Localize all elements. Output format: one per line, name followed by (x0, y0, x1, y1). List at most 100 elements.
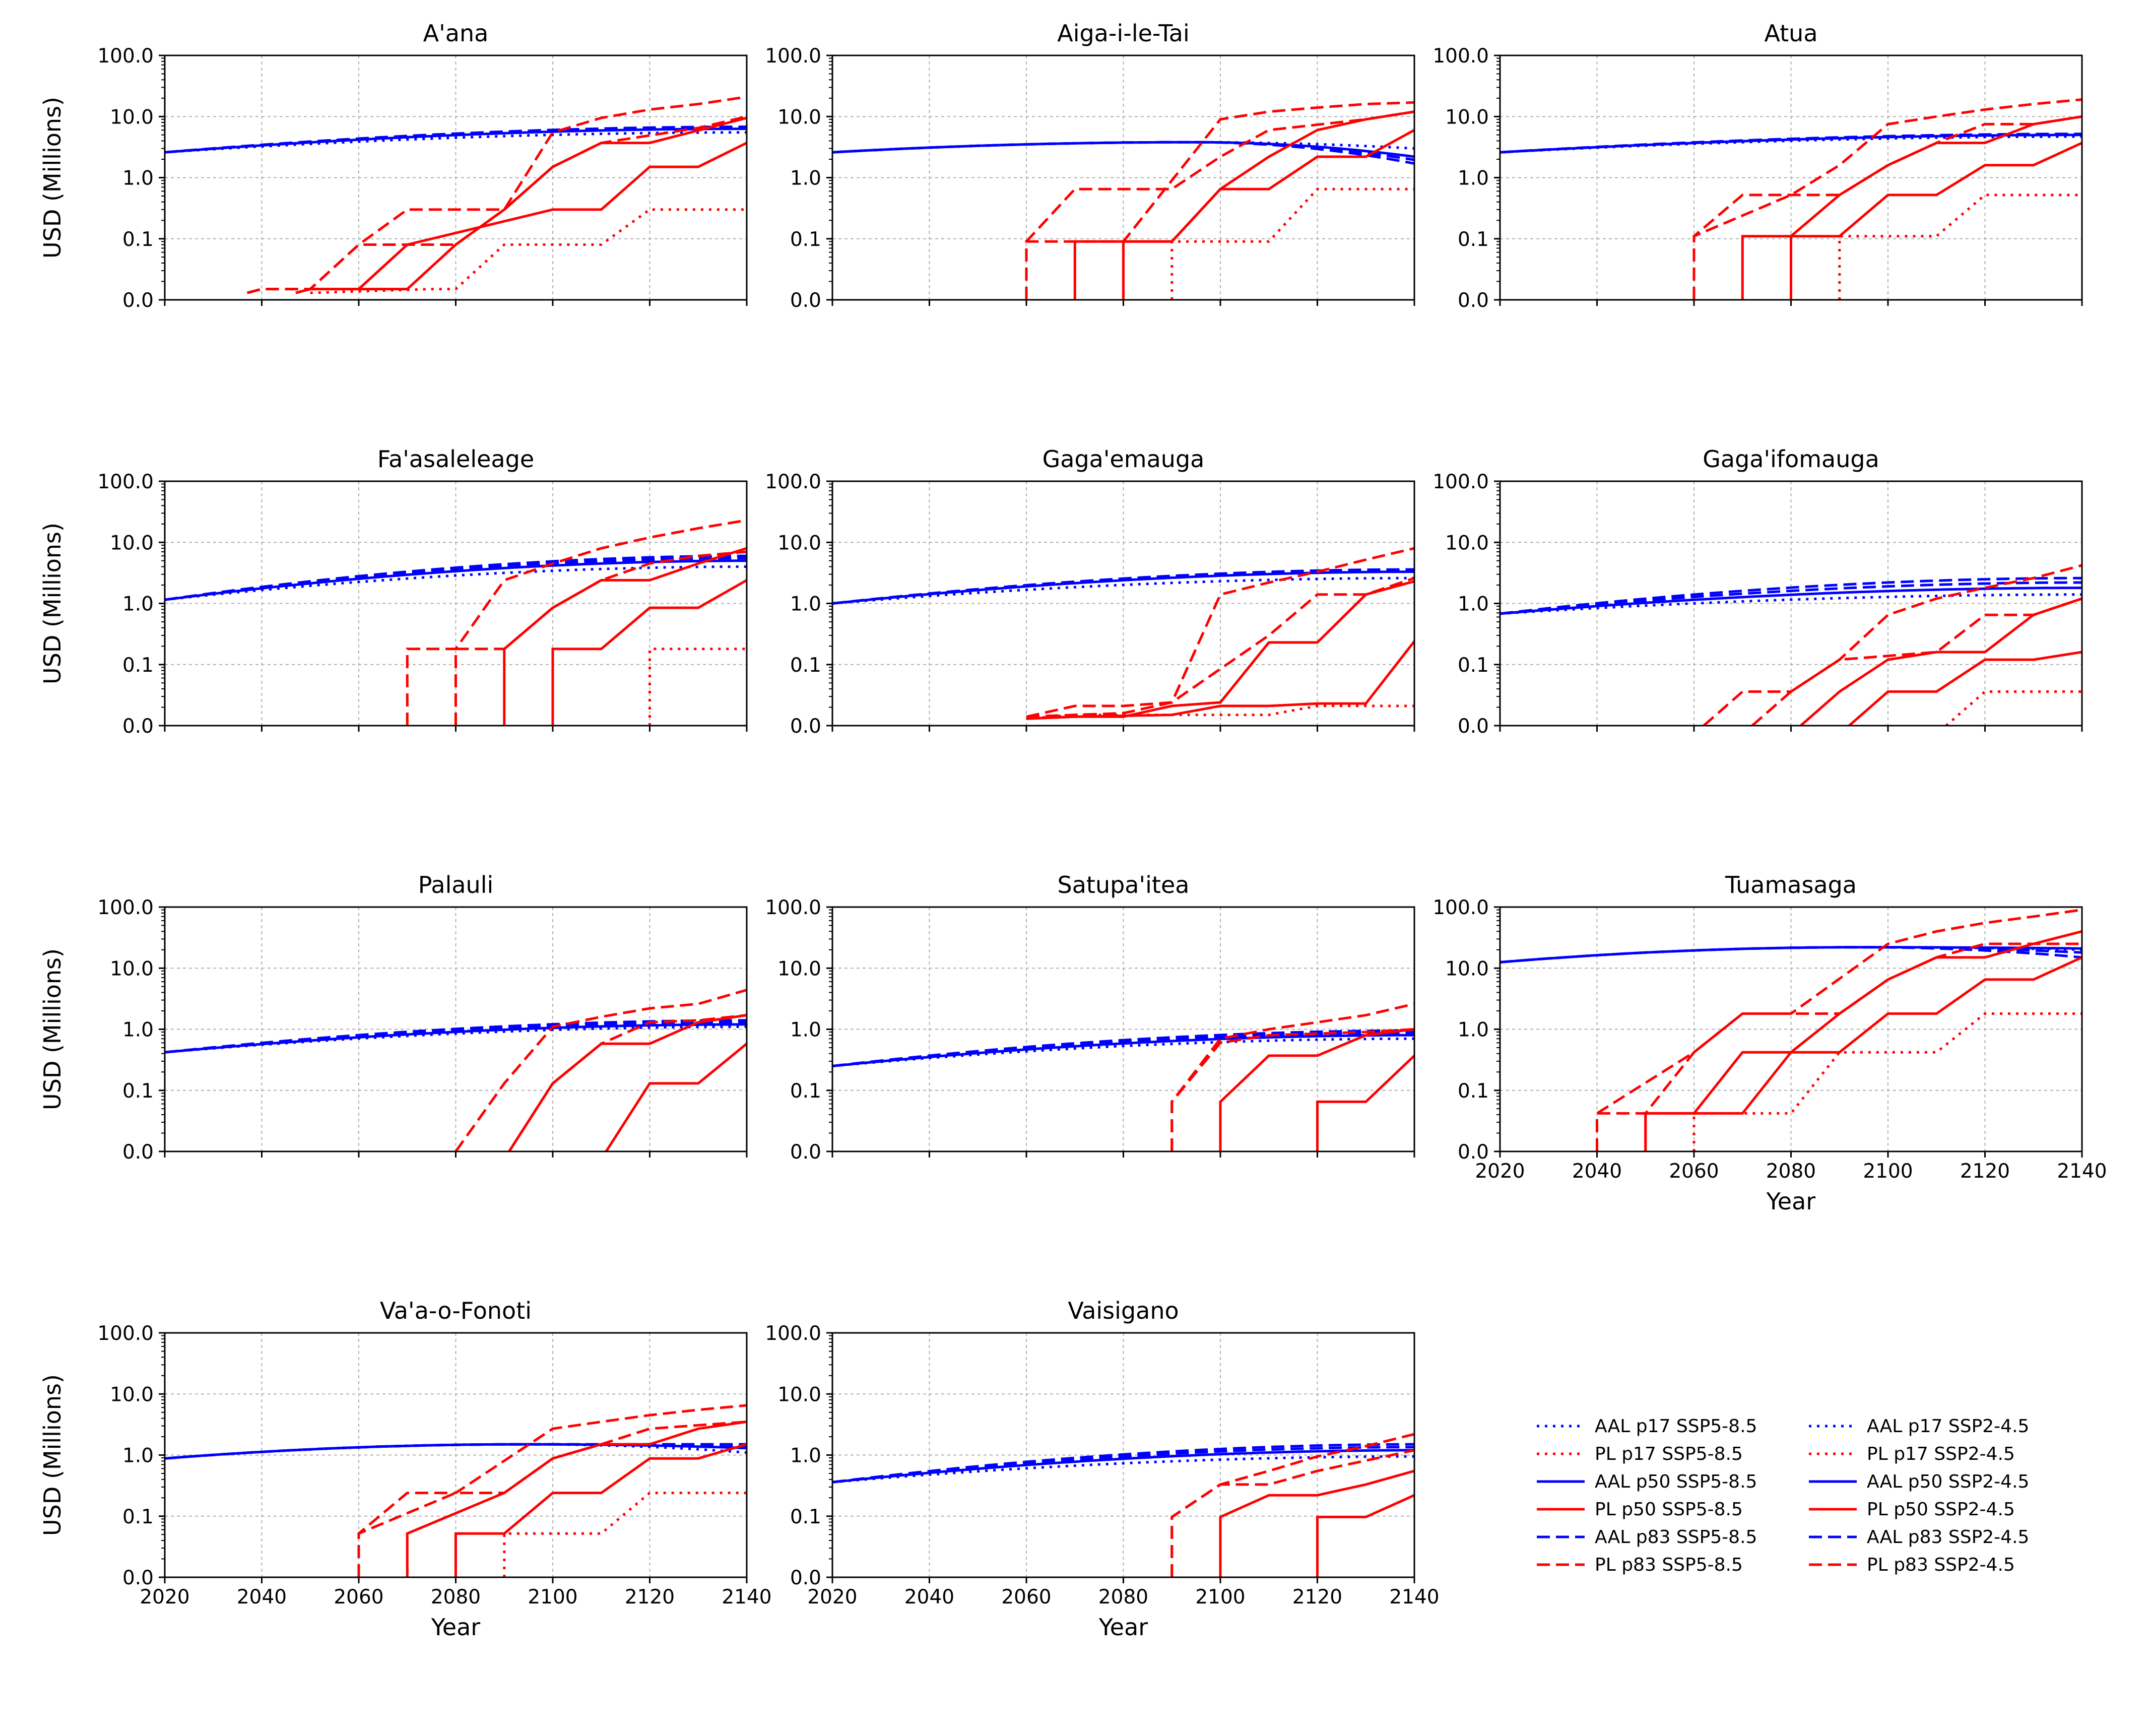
series-lines (832, 1433, 1414, 1577)
y-tick-label: 0.1 (122, 654, 154, 677)
y-tick-label: 10.0 (777, 106, 821, 128)
panels: 0.0 0.1 1.0 10.0 100.0 A'ana USD (Millions) 0.0… (39, 20, 2107, 1641)
pl-p50a-line (605, 1043, 747, 1151)
series-lines (165, 989, 747, 1151)
pl-p17-line (1170, 187, 1414, 300)
y-tick-label: 1.0 (790, 593, 821, 616)
x-tick-label: 2020 (807, 1586, 857, 1609)
y-tick-label: 1.0 (122, 1445, 154, 1467)
pl-p50a-line (454, 1443, 747, 1577)
x-axis-title: Year (1766, 1188, 1815, 1215)
legend-label: PL p17 SSP2-4.5 (1867, 1444, 2015, 1464)
y-axis-title: USD (Millions) (39, 97, 66, 259)
x-axis-title: Year (431, 1614, 480, 1641)
pl-p83a-line (1751, 597, 2082, 726)
panel-title: Gaga'ifomauga (1703, 445, 1879, 473)
pl-p83b-line (357, 1404, 747, 1577)
aal-p50-line (1500, 587, 2082, 615)
x-tick-label: 2060 (1001, 1586, 1051, 1609)
x-tick-label: 2040 (1572, 1160, 1622, 1183)
legend-entry: PL p17 SSP2-4.5 (1809, 1444, 2015, 1464)
pl-p50a-line (1848, 651, 2082, 726)
x-tick-label: 2120 (1960, 1160, 2010, 1183)
series-lines (165, 1404, 747, 1577)
panel-title: Tuamasaga (1725, 871, 1857, 898)
x-tick-label: 2060 (334, 1586, 383, 1609)
y-tick-label: 100.0 (765, 1322, 821, 1345)
pl-p50b-line (1219, 1028, 1414, 1151)
panel-title: Atua (1764, 20, 1817, 47)
panel: 0.0 0.1 1.0 10.0 100.0 A'ana USD (Millions) (39, 20, 748, 312)
y-tick-label: 1.0 (122, 1019, 154, 1042)
panel: 0.0 0.1 1.0 10.0 100.0 Gaga'ifomauga (1432, 445, 2083, 738)
legend-label: PL p83 SSP5-8.5 (1595, 1555, 1743, 1575)
x-tick-label: 2100 (1863, 1160, 1913, 1183)
legend-label: AAL p17 SSP2-4.5 (1867, 1416, 2029, 1437)
pl-p50b-line (1741, 115, 2082, 300)
y-tick-label: 100.0 (97, 1322, 154, 1345)
pl-p83a-line (357, 1421, 747, 1577)
panel: 2020 2040 2060 2080 2100 2120 2140 0.0 0.1 1.0 10.… (765, 1297, 1439, 1641)
x-tick-label: 2080 (1766, 1160, 1816, 1183)
y-tick-label: 0.0 (790, 1567, 821, 1589)
x-tick-label: 2100 (528, 1586, 577, 1609)
y-tick-label: 0.0 (122, 289, 154, 312)
y-tick-label: 100.0 (1432, 471, 1489, 493)
panel: 0.0 0.1 1.0 10.0 100.0 Aiga-i-le-Tai (765, 20, 1415, 312)
y-tick-label: 0.0 (790, 715, 821, 738)
y-tick-label: 10.0 (1445, 957, 1489, 980)
y-tick-label: 0.0 (1458, 289, 1489, 312)
legend-entry: PL p50 SSP2-4.5 (1809, 1499, 2015, 1520)
pl-p83b-line (1170, 1433, 1414, 1577)
y-axis-title: USD (Millions) (39, 523, 66, 684)
pl-p50a-line (551, 579, 747, 726)
panel-title: Fa'asaleleage (377, 445, 534, 473)
y-tick-label: 100.0 (97, 896, 154, 919)
legend-label: AAL p17 SSP5-8.5 (1595, 1416, 1757, 1437)
pl-p50b-line (295, 116, 747, 294)
y-tick-label: 0.1 (790, 1506, 821, 1528)
series-lines (832, 547, 1414, 720)
y-tick-label: 0.1 (122, 228, 154, 251)
panel-title: Va'a-o-Fonoti (380, 1297, 532, 1324)
pl-p50a-line (1790, 142, 2082, 300)
y-tick-label: 1.0 (790, 1019, 821, 1042)
y-tick-label: 0.1 (122, 1506, 154, 1528)
legend-label: PL p50 SSP2-4.5 (1867, 1499, 2015, 1520)
legend-label: PL p83 SSP2-4.5 (1867, 1555, 2015, 1575)
series-lines (1500, 564, 2082, 726)
aal-p83-alt-line (1500, 133, 2082, 154)
y-tick-label: 0.1 (790, 654, 821, 677)
x-axis-title: Year (1098, 1614, 1148, 1641)
panel: 2020 2040 2060 2080 2100 2120 2140 0.0 0.1 1.0 10.… (1432, 871, 2107, 1215)
y-tick-label: 0.0 (1458, 1141, 1489, 1164)
y-tick-label: 0.1 (1458, 654, 1489, 677)
pl-p83a-line (1596, 942, 2082, 1151)
series-lines (832, 101, 1414, 300)
y-tick-label: 0.0 (1458, 715, 1489, 738)
panel: 0.0 0.1 1.0 10.0 100.0 Gaga'emauga (765, 445, 1415, 738)
y-tick-label: 0.1 (122, 1080, 154, 1103)
legend-label: AAL p83 SSP5-8.5 (1595, 1527, 1757, 1548)
pl-p83b-line (1596, 909, 2082, 1151)
panel: 2020 2040 2060 2080 2100 2120 2140 0.0 0.1 1.0 10.… (39, 1297, 772, 1641)
x-tick-label: 2020 (140, 1586, 189, 1609)
pl-p50a-line (1316, 1494, 1414, 1577)
legend-entry: AAL p83 SSP5-8.5 (1537, 1527, 1757, 1548)
pl-p83b-line (1703, 564, 2082, 726)
series-lines (165, 95, 747, 294)
pl-p83b-line (1025, 101, 1414, 300)
pl-p83b-line (1026, 547, 1414, 718)
pl-p83a-line (1026, 576, 1414, 718)
panel: 0.0 0.1 1.0 10.0 100.0 Palauli USD (Millions) (39, 871, 748, 1164)
y-tick-label: 0.1 (790, 228, 821, 251)
y-tick-label: 0.0 (122, 1567, 154, 1589)
y-tick-label: 10.0 (1445, 532, 1489, 554)
panel-title: A'ana (423, 20, 489, 47)
x-tick-label: 2140 (1389, 1586, 1439, 1609)
pl-p83a-line (508, 1014, 747, 1151)
y-axis-title: USD (Millions) (39, 948, 66, 1110)
y-tick-label: 100.0 (765, 471, 821, 493)
series-lines (1500, 909, 2082, 1151)
